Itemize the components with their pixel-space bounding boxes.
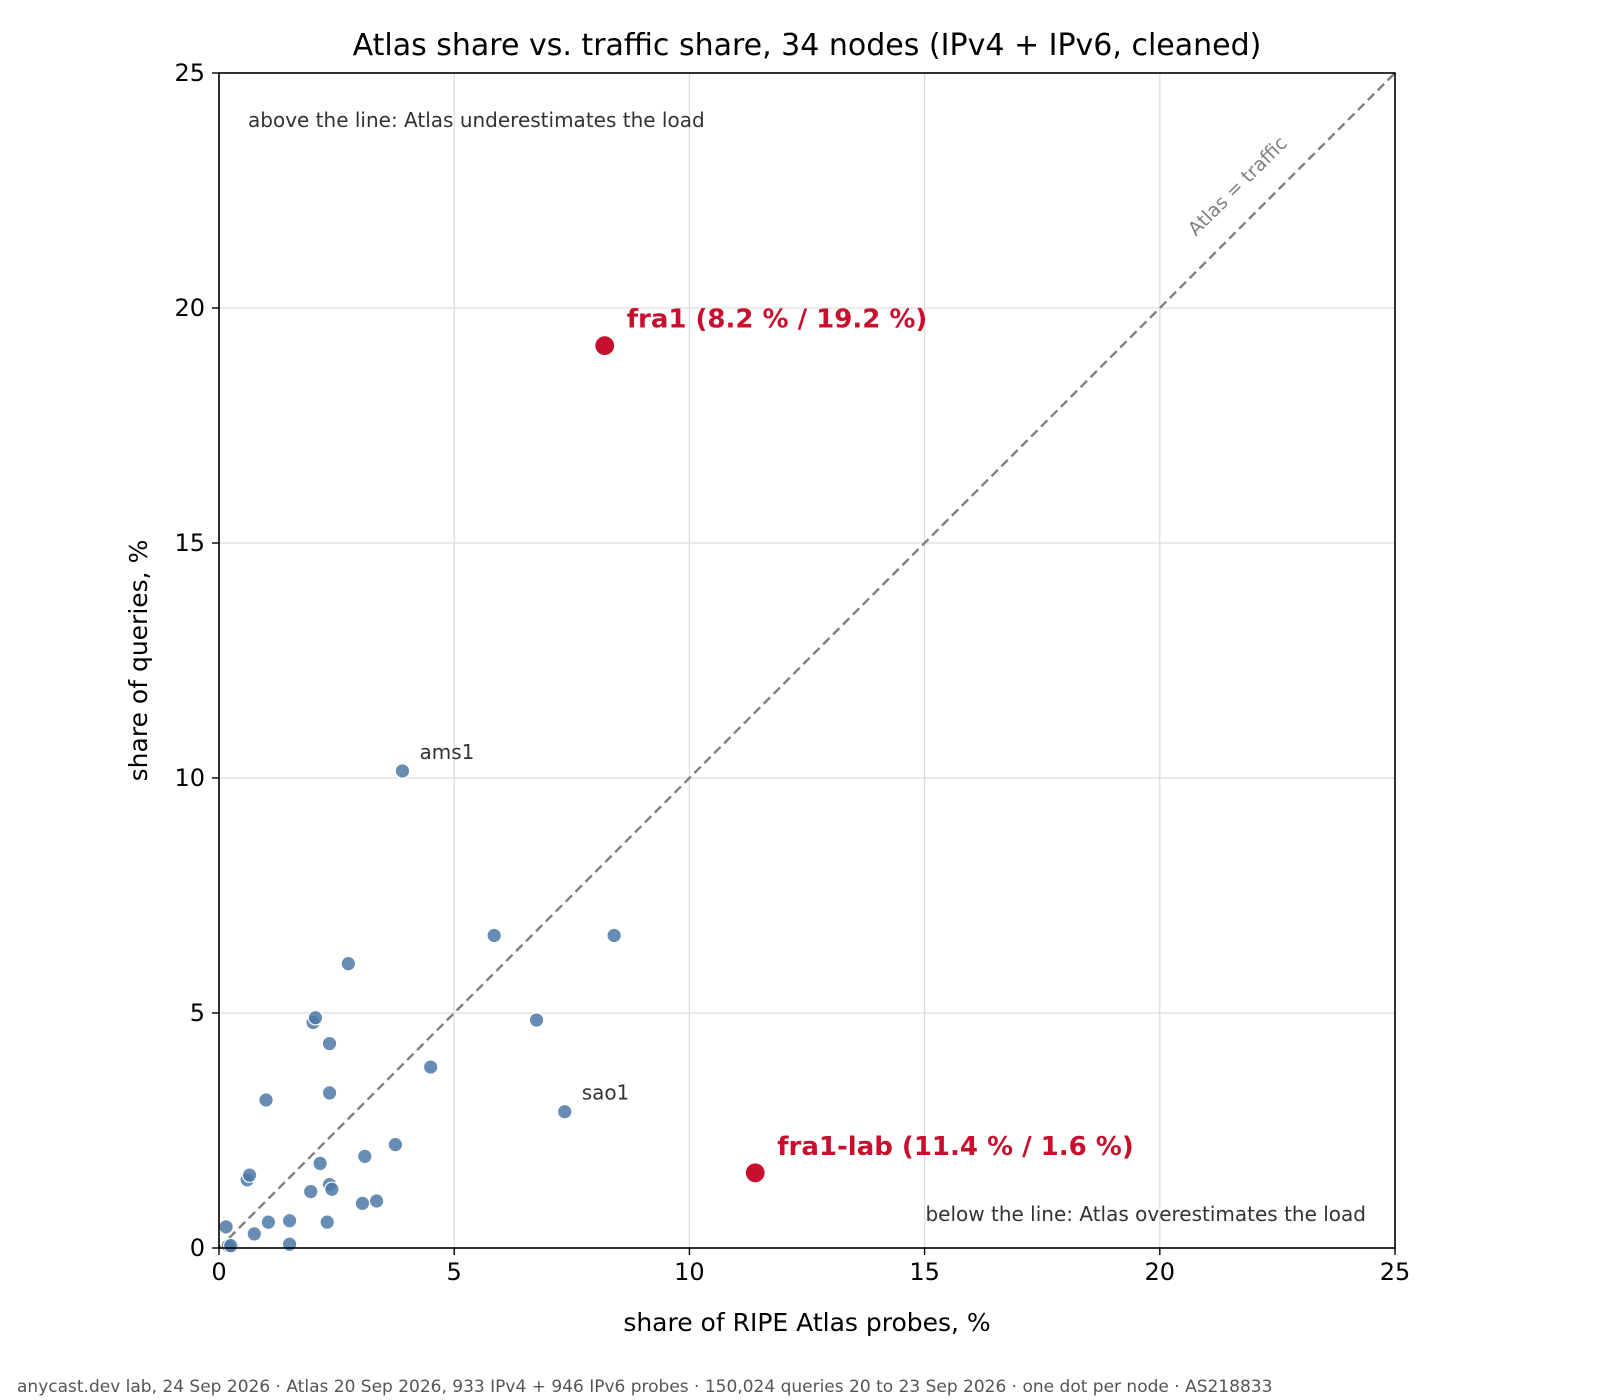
y-tick-label: 10 [174, 764, 205, 792]
x-tick-label: 20 [1145, 1258, 1176, 1286]
annotation-below-line: below the line: Atlas overestimates the … [925, 1202, 1366, 1226]
node-point [281, 1212, 298, 1229]
x-tick-label: 5 [447, 1258, 462, 1286]
node-point [556, 1103, 573, 1120]
reference-line-group [218, 72, 1396, 1249]
node-point [312, 1155, 328, 1172]
x-axis-label: share of RIPE Atlas probes, % [623, 1308, 990, 1337]
node-point [340, 955, 357, 972]
node-point [241, 1167, 258, 1183]
highlight-point-label: fra1-lab (11.4 % / 1.6 %) [777, 1132, 1133, 1162]
node-point [307, 1009, 324, 1026]
chart-title: Atlas share vs. traffic share, 34 nodes … [353, 28, 1262, 63]
x-tick-label: 0 [211, 1258, 226, 1286]
y-tick-label: 20 [174, 294, 205, 322]
point-labels: ams1 sao1 fra1 (8.2 % / 19.2 %) fra1-lab (1… [419, 305, 1133, 1162]
y-axis-label: share of queries, % [124, 540, 153, 782]
annotation-above-line: above the line: Atlas underestimates the… [248, 108, 705, 132]
node-point [246, 1226, 263, 1242]
node-point [528, 1012, 545, 1028]
reference-line-label: Atlas = traffic [1184, 132, 1292, 240]
node-point [281, 1236, 298, 1253]
node-point [422, 1059, 439, 1075]
y-tick-label: 5 [190, 999, 205, 1027]
x-tick-label: 15 [909, 1258, 940, 1286]
node-point-label: ams1 [419, 740, 474, 764]
highlight-point [744, 1162, 766, 1184]
node-point [354, 1195, 371, 1212]
y-tick-label: 0 [190, 1234, 205, 1262]
footer-caption: anycast.dev lab, 24 Sep 2026 · Atlas 20 … [17, 1377, 1273, 1397]
reference-diagonal-line [218, 72, 1396, 1249]
highlight-point-label: fra1 (8.2 % / 19.2 %) [627, 305, 928, 335]
node-point [357, 1148, 373, 1165]
node-point [324, 1181, 340, 1198]
plot-frame [218, 72, 1396, 1249]
node-point [387, 1136, 404, 1153]
data-points [218, 335, 766, 1254]
x-tick-label: 10 [674, 1258, 705, 1286]
highlight-point [594, 335, 616, 357]
node-point [260, 1214, 277, 1230]
node-point [258, 1092, 274, 1108]
y-tick-label: 25 [174, 59, 205, 87]
node-point [321, 1085, 338, 1101]
x-tick-label: 25 [1380, 1258, 1411, 1286]
node-point [218, 1219, 234, 1235]
node-point [321, 1035, 338, 1052]
y-tick-label: 15 [174, 529, 205, 557]
node-point [368, 1193, 385, 1209]
node-point-label: sao1 [582, 1081, 630, 1105]
node-point [222, 1237, 239, 1254]
axis-ticks: 0 5 10 15 20 25 0 5 10 15 20 25 [174, 59, 1410, 1286]
node-point [486, 927, 502, 944]
node-point [302, 1183, 319, 1200]
node-point [394, 763, 411, 779]
node-point [319, 1214, 335, 1230]
node-point [606, 927, 622, 944]
